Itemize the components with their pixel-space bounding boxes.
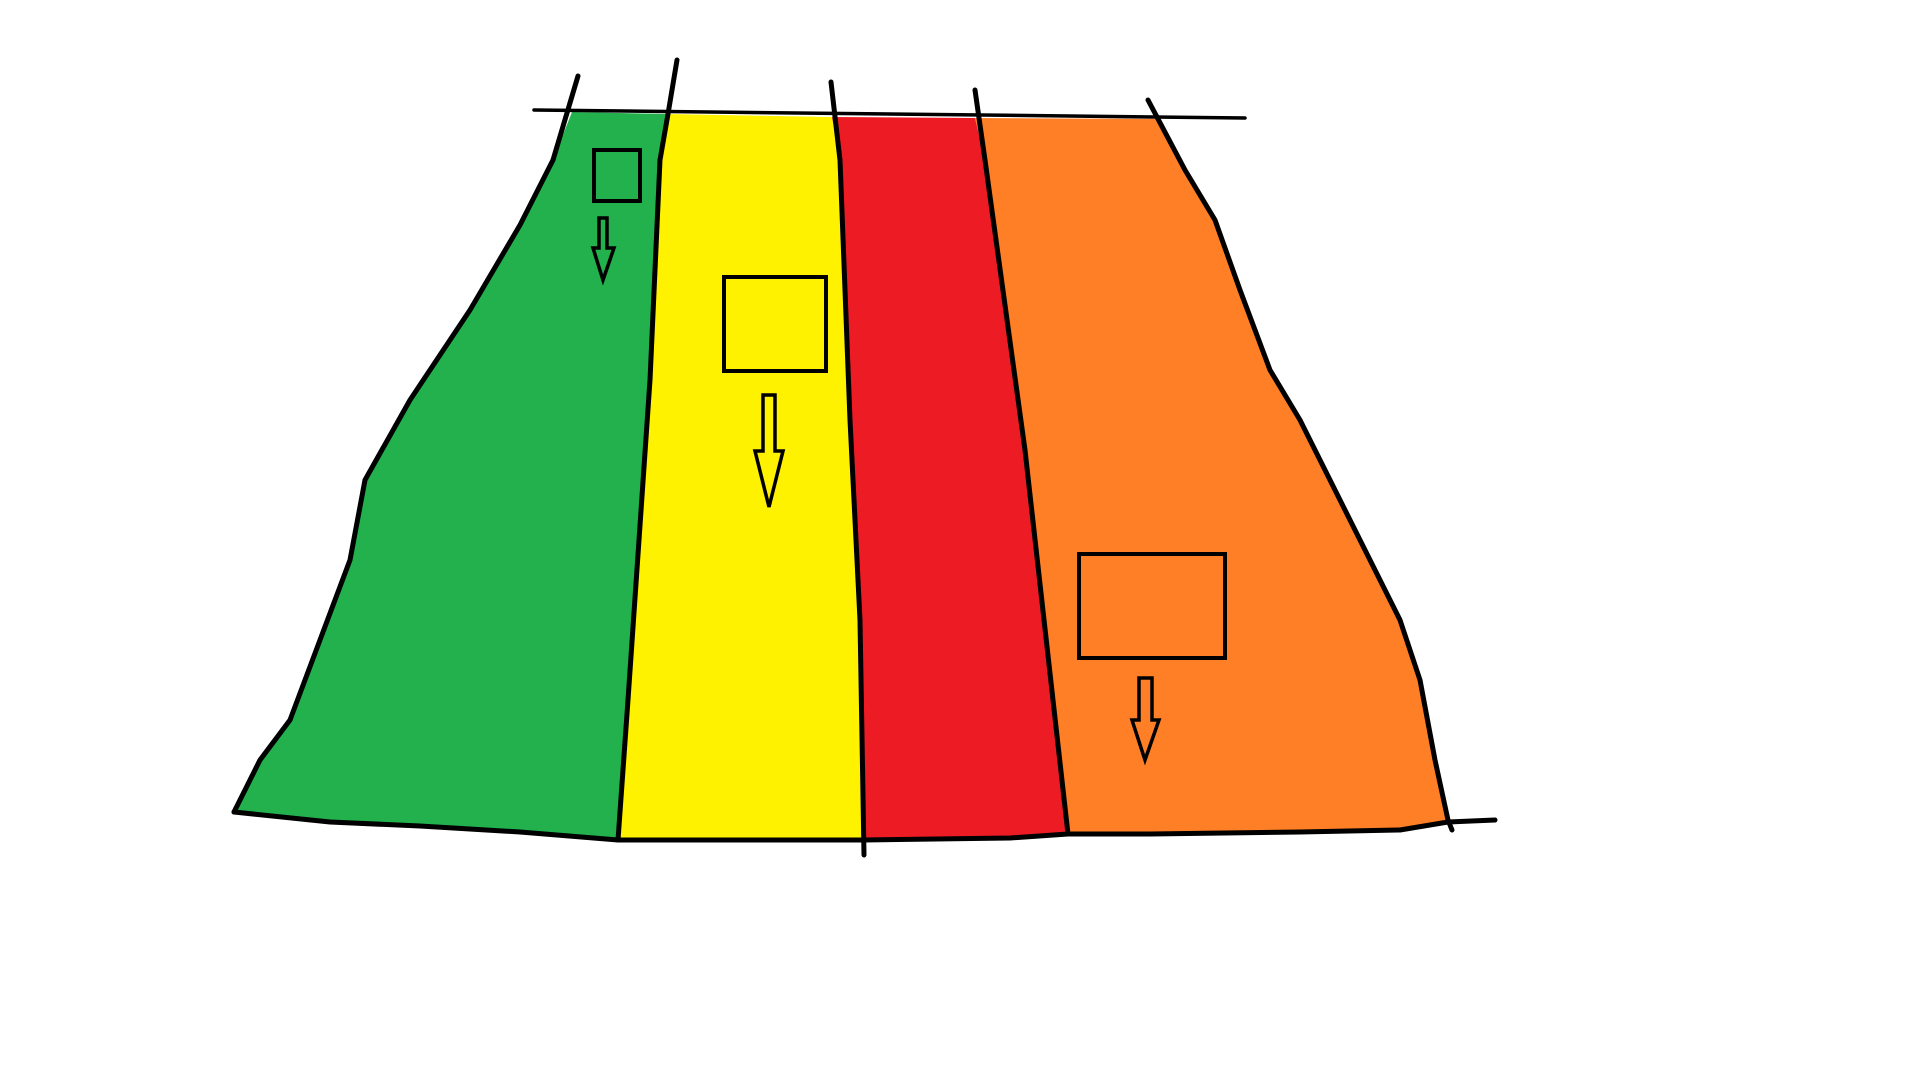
orange-box (1077, 552, 1227, 660)
bottom-edge (231, 809, 1498, 843)
orange-down-arrow (1129, 676, 1162, 766)
outline (231, 57, 1498, 858)
green-box (592, 148, 642, 203)
top-edge (532, 108, 1247, 120)
divider-green-yellow (615, 57, 680, 843)
green-lane (234, 112, 668, 838)
orange-lane-group (1077, 552, 1227, 766)
left-edge (231, 157, 556, 815)
divider-green-left-tick (550, 73, 581, 163)
yellow-box (722, 275, 828, 373)
right-edge (1145, 97, 1455, 833)
divider-red-orange (972, 87, 1071, 837)
yellow-down-arrow (752, 393, 786, 508)
yellow-lane-group (722, 275, 828, 508)
red-lane (832, 117, 1068, 840)
green-lane-group (590, 148, 642, 286)
green-down-arrow (590, 216, 617, 286)
divider-yellow-red (828, 79, 867, 858)
